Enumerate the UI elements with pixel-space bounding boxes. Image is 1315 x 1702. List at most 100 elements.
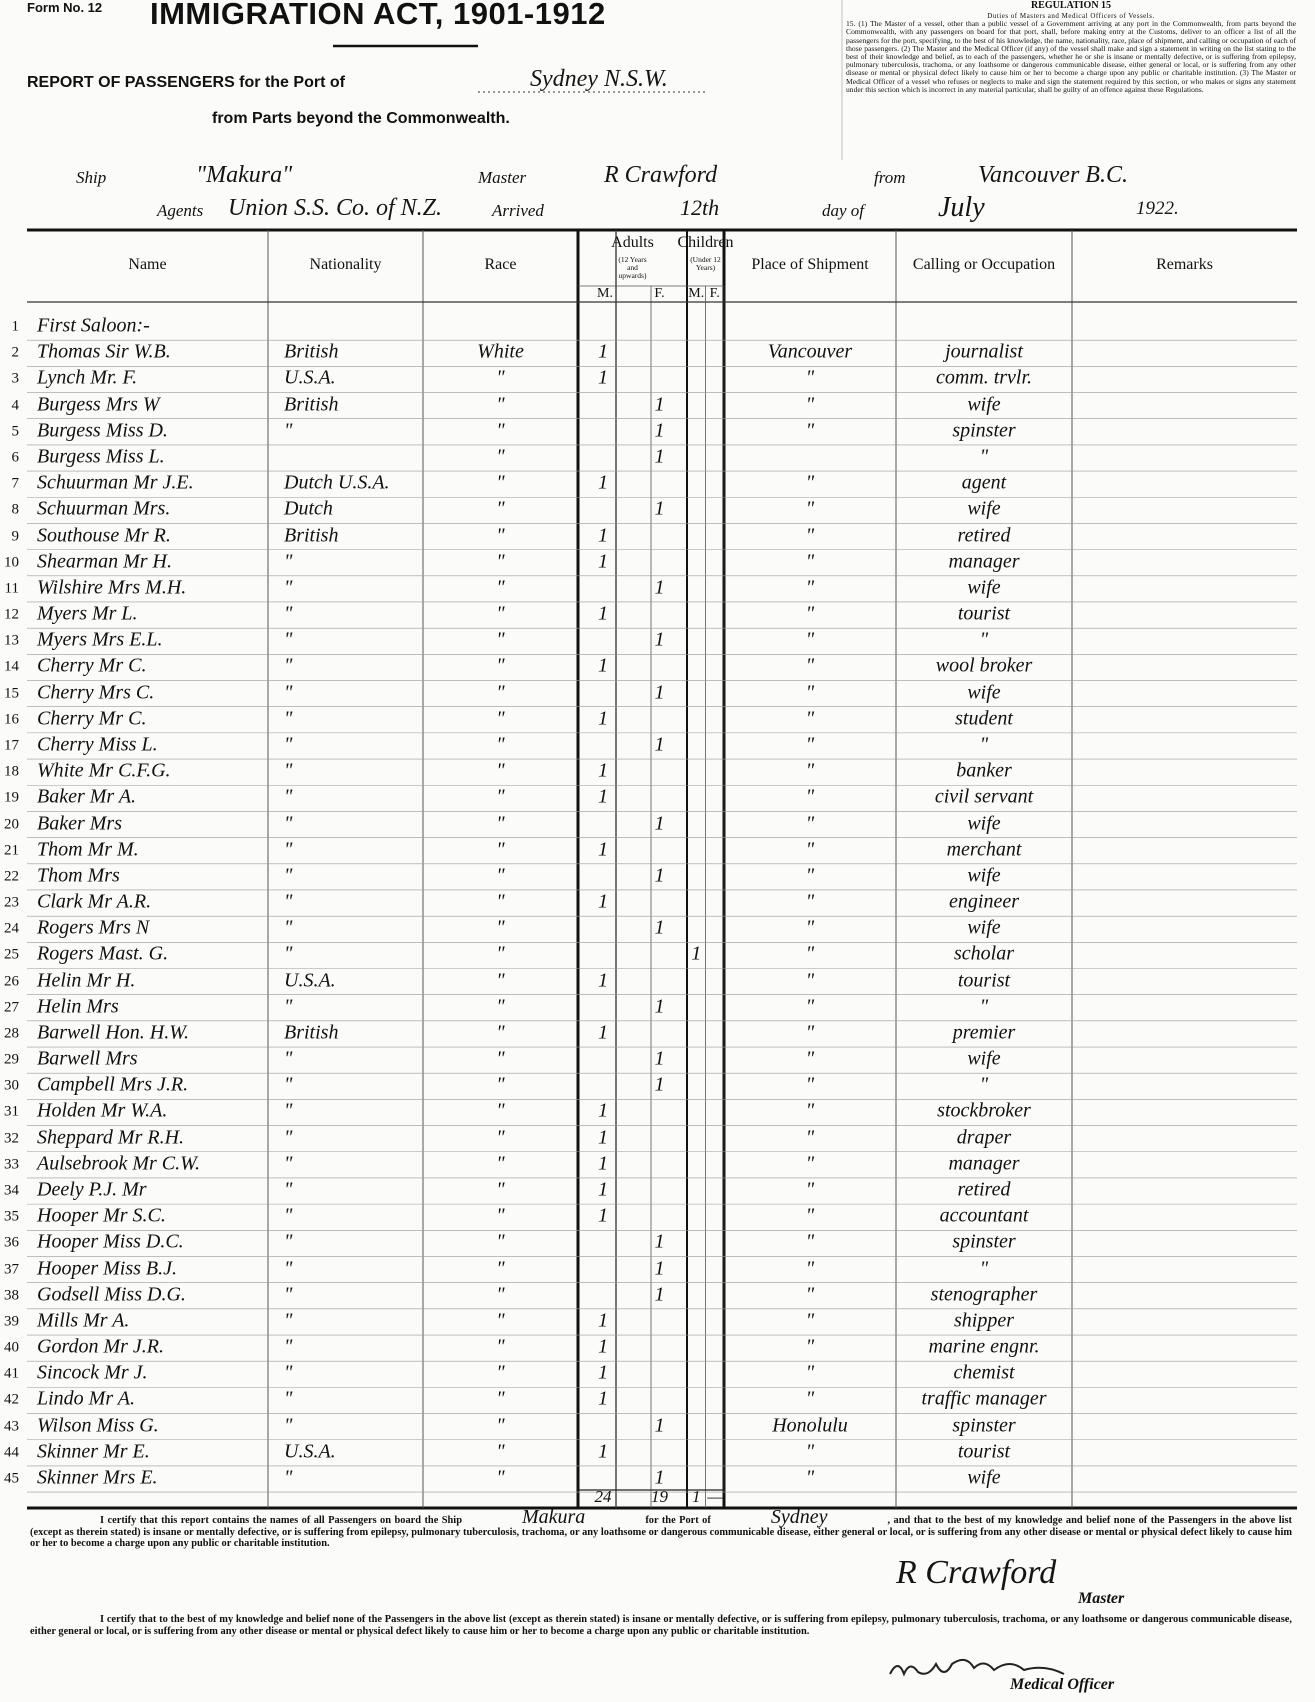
- cell-adult-m: 1: [598, 550, 608, 573]
- cell-place: ": [805, 1126, 815, 1149]
- cell-adult-m: 1: [598, 1152, 608, 1175]
- ship-label: Ship: [76, 168, 107, 187]
- cell-place: ": [805, 838, 815, 861]
- cell-race: ": [496, 942, 505, 965]
- cell-race: ": [496, 523, 505, 546]
- cell-place: ": [805, 523, 815, 546]
- cell-nationality: British: [284, 340, 339, 363]
- cell-race: ": [496, 811, 505, 834]
- row-number: 30: [4, 1077, 19, 1094]
- cell-occupation: comm. trvlr.: [935, 366, 1033, 389]
- total-adult-f: 19: [651, 1487, 668, 1506]
- cell-race: ": [496, 1309, 505, 1332]
- column-header: Nationality: [309, 256, 382, 273]
- cell-adult-m: 1: [598, 1178, 608, 1201]
- cell-place: Vancouver: [767, 340, 853, 363]
- cell-nationality: ": [284, 916, 293, 939]
- cell-adult-m: 1: [598, 1021, 608, 1044]
- row-number: 26: [4, 973, 19, 990]
- cell-race: ": [496, 497, 505, 520]
- cell-occupation: ": [979, 628, 989, 651]
- cell-race: ": [496, 1283, 505, 1306]
- cell-race: ": [496, 602, 505, 625]
- cell-nationality: ": [284, 1283, 293, 1306]
- row-number: 45: [4, 1470, 19, 1487]
- column-header: Name: [128, 256, 167, 273]
- cell-nationality: ": [284, 890, 293, 913]
- master-title: Master: [1078, 1590, 1125, 1607]
- cell-place: ": [805, 1440, 815, 1463]
- cell-nationality: ": [284, 1073, 293, 1096]
- cell-name: Shearman Mr H.: [37, 550, 172, 573]
- cell-race: ": [496, 471, 505, 494]
- cell-nationality: ": [284, 1230, 293, 1253]
- cell-race: ": [496, 1152, 505, 1175]
- cell-nationality: ": [284, 1413, 293, 1436]
- row-number: 29: [4, 1051, 19, 1068]
- cell-place: ": [805, 811, 815, 834]
- row-number: 19: [4, 789, 19, 806]
- cell-name: Sincock Mr J.: [37, 1361, 148, 1384]
- cell-race: ": [496, 1021, 505, 1044]
- cell-name: Rogers Mrs N: [37, 916, 150, 939]
- cell-adult-m: 1: [598, 1309, 608, 1332]
- cell-name: Campbell Mrs J.R.: [37, 1073, 189, 1096]
- month-value: July: [938, 192, 985, 223]
- row-number: 10: [4, 554, 19, 571]
- cell-occupation: student: [955, 707, 1013, 730]
- cell-occupation: banker: [956, 759, 1012, 782]
- cell-name: Schuurman Mrs.: [37, 497, 171, 520]
- cell-place: ": [805, 1309, 815, 1332]
- cell-adult-f: 1: [654, 995, 665, 1018]
- cell-occupation: ": [979, 1073, 989, 1096]
- cell-race: ": [496, 680, 505, 703]
- cell-occupation: premier: [952, 1021, 1016, 1044]
- cell-occupation: ": [979, 733, 989, 756]
- cell-occupation: chemist: [953, 1361, 1015, 1384]
- regulation-text: 15. (1) The Master of a vessel, other th…: [846, 19, 1296, 94]
- cell-occupation: ": [979, 995, 989, 1018]
- cell-occupation: ": [979, 445, 989, 468]
- cell-occupation: scholar: [954, 942, 1014, 965]
- cell-nationality: ": [284, 1047, 293, 1070]
- cell-name: Clark Mr A.R.: [37, 890, 152, 913]
- cell-adult-m: 1: [598, 759, 608, 782]
- cell-name: Skinner Mrs E.: [37, 1466, 158, 1489]
- cell-race: ": [496, 445, 505, 468]
- cell-race: ": [496, 1413, 505, 1436]
- cell-race: ": [496, 392, 505, 415]
- cell-name: Southouse Mr R.: [37, 523, 171, 546]
- cell-adult-f: 1: [654, 864, 665, 887]
- cell-nationality: ": [284, 550, 293, 573]
- column-header: M.: [597, 286, 613, 301]
- cell-name: Cherry Mrs C.: [37, 680, 155, 703]
- cell-nationality: ": [284, 576, 293, 599]
- total-child-m: 1: [692, 1487, 701, 1506]
- cell-name: Thomas Sir W.B.: [37, 340, 171, 363]
- cell-nationality: ": [284, 707, 293, 730]
- cell-place: ": [805, 995, 815, 1018]
- row-number: 16: [4, 711, 19, 728]
- cell-place: ": [805, 1073, 815, 1096]
- cell-race: ": [496, 995, 505, 1018]
- cell-place: Honolulu: [772, 1413, 848, 1436]
- row-number: 23: [4, 894, 19, 911]
- cell-nationality: ": [284, 864, 293, 887]
- cell-name: Gordon Mr J.R.: [37, 1335, 165, 1358]
- cell-adult-f: 1: [654, 916, 665, 939]
- cell-nationality: ": [284, 1361, 293, 1384]
- cell-nationality: ": [284, 1466, 293, 1489]
- cell-race: ": [496, 654, 505, 677]
- regulation-subtitle: Duties of Masters and Medical Officers o…: [987, 12, 1155, 20]
- cell-place: ": [805, 1099, 815, 1122]
- row-number: 39: [4, 1313, 19, 1330]
- row-number: 28: [4, 1025, 19, 1042]
- form-title: IMMIGRATION ACT, 1901-1912: [150, 0, 606, 31]
- day-of-label: day of: [822, 201, 865, 220]
- cell-nationality: ": [284, 1099, 293, 1122]
- cell-name: Helin Mrs: [37, 995, 119, 1018]
- from-value: Vancouver B.C.: [978, 162, 1128, 188]
- cell-name: Burgess Miss D.: [37, 419, 168, 442]
- cell-adult-m: 1: [598, 1440, 608, 1463]
